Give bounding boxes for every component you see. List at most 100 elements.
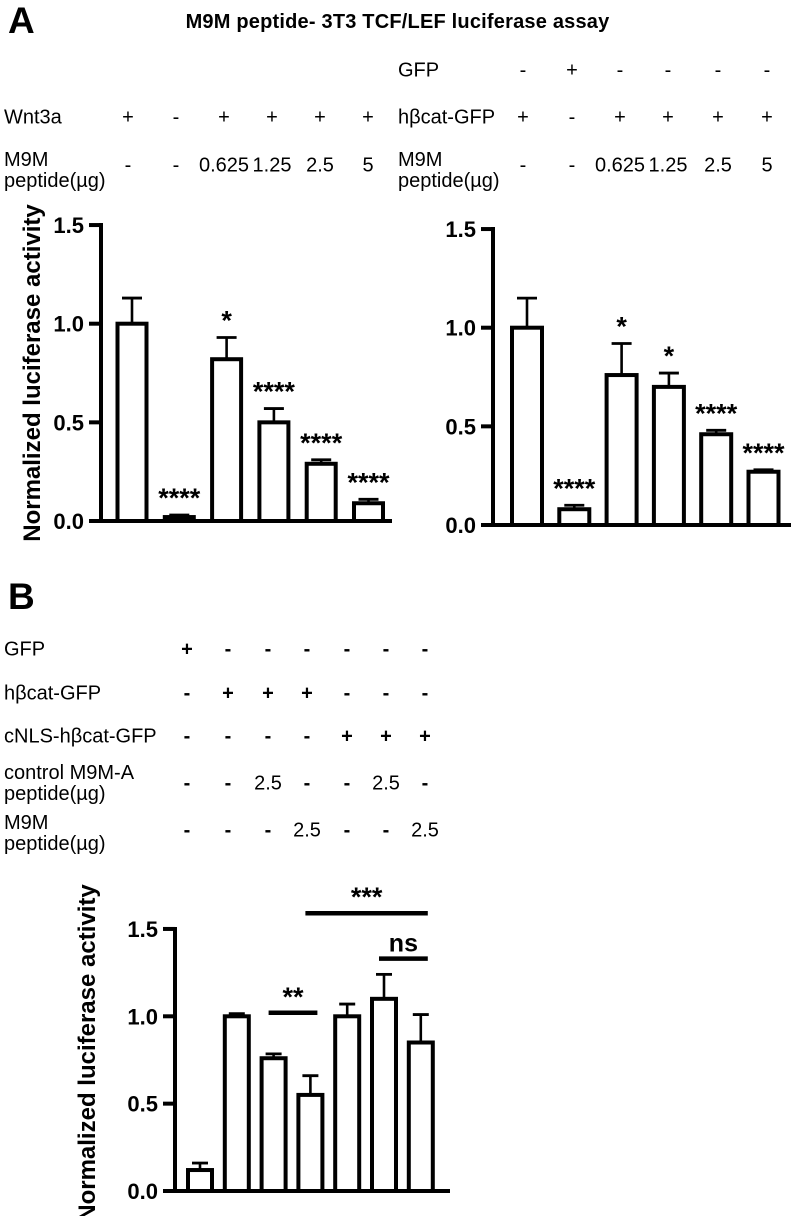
tick-label: 0.5: [445, 414, 476, 439]
bar: [257, 420, 291, 524]
condition-value: -: [382, 819, 390, 842]
panel-a-left-bar-chart: 0.00.51.01.5*****************: [53, 213, 392, 534]
condition-value: -: [763, 59, 771, 82]
condition-value: -: [343, 772, 351, 795]
condition-value: 1.25: [252, 154, 292, 177]
condition-value: -: [303, 638, 311, 661]
condition-value: +: [314, 106, 326, 129]
panel-b-label: B: [8, 576, 35, 617]
bar: [115, 321, 149, 523]
condition-value: +: [712, 106, 724, 129]
condition-value: -: [303, 725, 311, 748]
condition-row-label: M9M peptide(µg): [4, 812, 106, 855]
condition-row-label: hβcat-GFP: [4, 682, 102, 705]
error-bar: [517, 296, 537, 328]
condition-value: -: [519, 59, 527, 82]
bar: [651, 384, 686, 527]
condition-value: 2.5: [306, 154, 334, 177]
significance-stars: ****: [158, 483, 201, 513]
tick-label: 1.5: [445, 217, 476, 242]
error-bar: [302, 1074, 319, 1095]
error-bar: [263, 407, 284, 423]
condition-value: +: [517, 106, 529, 129]
condition-value: -: [124, 154, 132, 177]
svg-text:**: **: [282, 982, 304, 1012]
condition-value: +: [122, 106, 134, 129]
condition-value: -: [421, 638, 429, 661]
condition-value: 2.5: [293, 819, 321, 842]
panel-a-label: A: [8, 0, 35, 41]
condition-value: -: [183, 819, 191, 842]
condition-value: +: [218, 106, 230, 129]
error-bar: [122, 296, 142, 324]
tick-label: 0.0: [445, 513, 476, 538]
condition-row-label: M9M peptide(µg): [4, 149, 106, 192]
error-bar: [376, 972, 392, 999]
error-bar: [658, 371, 679, 387]
svg-text:***: ***: [351, 882, 383, 912]
condition-value: -: [568, 154, 576, 177]
condition-value: 2.5: [372, 772, 400, 795]
significance-bracket: ns: [379, 930, 428, 961]
bar: [259, 1056, 288, 1193]
condition-value: +: [761, 106, 773, 129]
condition-value: -: [519, 154, 527, 177]
significance-bracket: ***: [305, 882, 428, 916]
bar: [406, 1040, 435, 1193]
significance-bracket: **: [268, 982, 318, 1016]
bar: [699, 432, 734, 528]
axis: [89, 223, 392, 523]
error-bar: [611, 342, 632, 376]
significance-stars: ****: [347, 467, 390, 497]
condition-row-label: GFP: [4, 638, 46, 661]
condition-value: -: [224, 819, 232, 842]
panel-a-right-bar-chart: 0.00.51.01.5**************: [445, 217, 791, 538]
bar: [186, 1168, 214, 1194]
condition-value: +: [301, 682, 313, 705]
condition-value: -: [714, 59, 722, 82]
condition-row-label: cNLS-hβcat-GFP: [4, 725, 157, 748]
tick-label: 1.0: [127, 1004, 158, 1029]
panel-b-bar-chart: 0.00.51.01.5*****ns: [127, 882, 450, 1204]
condition-value: -: [264, 819, 272, 842]
axis: [163, 926, 450, 1193]
condition-row-label: control M9M-A peptide(µg): [4, 762, 135, 805]
condition-value: +: [341, 725, 353, 748]
tick-label: 1.0: [445, 316, 476, 341]
condition-value: -: [172, 106, 180, 129]
condition-value: -: [172, 154, 180, 177]
condition-value: -: [183, 725, 191, 748]
condition-value: -: [343, 819, 351, 842]
condition-value: -: [183, 772, 191, 795]
tick-label: 0.5: [127, 1092, 158, 1117]
condition-value: -: [664, 59, 672, 82]
bar: [304, 461, 338, 523]
error-bar: [339, 1002, 356, 1017]
tick-label: 0.0: [53, 509, 84, 534]
condition-value: -: [421, 772, 429, 795]
bar: [604, 373, 639, 527]
svg-text:ns: ns: [389, 930, 418, 958]
significance-stars: ****: [253, 377, 296, 407]
condition-row-label: M9M peptide(µg): [398, 149, 500, 192]
significance-stars: ****: [695, 398, 738, 428]
condition-value: 2.5: [704, 154, 732, 177]
condition-value: -: [224, 725, 232, 748]
condition-value: +: [419, 725, 431, 748]
condition-value: +: [222, 682, 234, 705]
condition-row-label: Wnt3a: [4, 106, 62, 129]
significance-stars: *: [616, 311, 627, 341]
bar: [510, 325, 544, 527]
error-bar: [412, 1013, 429, 1043]
bar: [370, 996, 398, 1193]
bar: [222, 1014, 251, 1193]
significance-stars: *: [664, 341, 675, 371]
significance-stars: *: [221, 306, 232, 336]
condition-value: 1.25: [648, 154, 688, 177]
condition-value: +: [614, 106, 626, 129]
condition-value: -: [303, 772, 311, 795]
tick-label: 1.5: [53, 213, 84, 238]
condition-value: -: [264, 638, 272, 661]
condition-value: -: [224, 638, 232, 661]
